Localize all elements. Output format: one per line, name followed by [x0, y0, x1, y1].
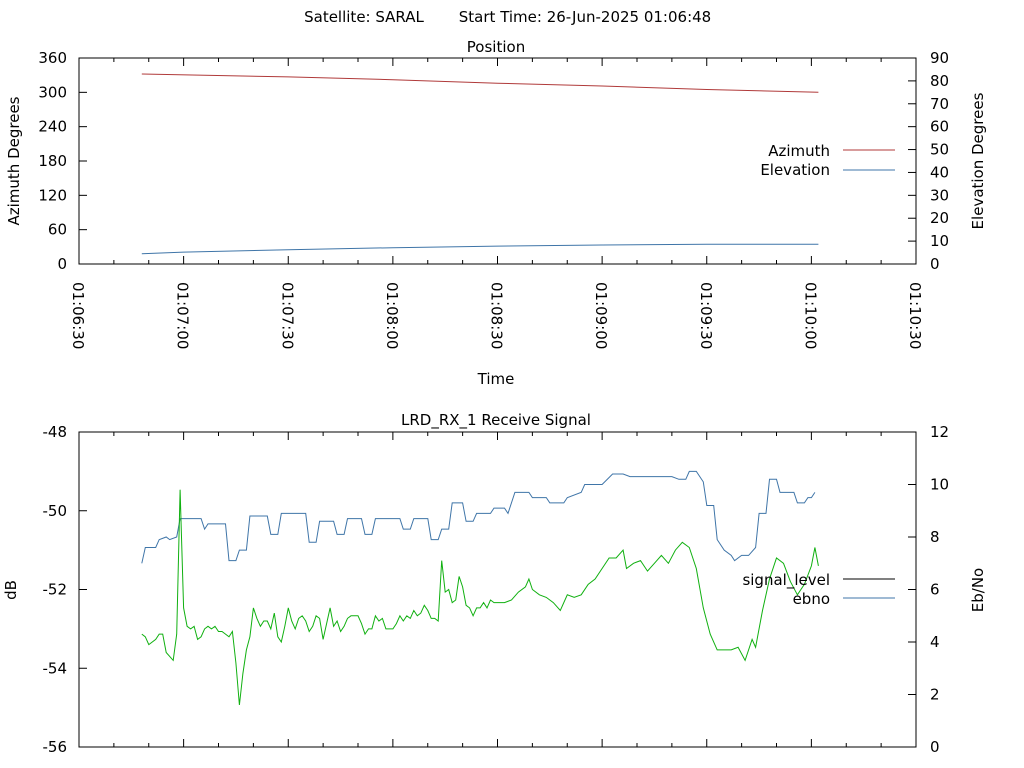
- legend-elevation-label: Elevation: [760, 161, 830, 179]
- x-tick-label: 01:09:30: [697, 282, 715, 349]
- y2-tick-label: 4: [930, 633, 940, 651]
- signal-ylabel: dB: [2, 580, 20, 600]
- y2-tick-label: 20: [930, 209, 949, 227]
- x-tick-label: 01:06:30: [69, 282, 87, 349]
- position-chart: Position 0 60 120 180 240 300 360 0 10 20 30 40 50 60…: [5, 38, 987, 388]
- y2-tick-label: 8: [930, 528, 940, 546]
- y2-tick-label: 40: [930, 163, 949, 181]
- signal-title: LRD_RX_1 Receive Signal: [401, 411, 591, 430]
- y-tick-label: -50: [43, 502, 68, 520]
- satellite-label: Satellite: SARAL: [304, 8, 424, 26]
- y-tick-label: 60: [48, 221, 67, 239]
- y2-tick-label: 2: [930, 686, 940, 704]
- y2-tick-label: 30: [930, 186, 949, 204]
- series-Azimuth-line: [141, 73, 819, 93]
- y-tick-label: -54: [43, 659, 68, 677]
- y2-tick-label: 90: [930, 49, 949, 67]
- x-tick-label: 01:08:30: [488, 282, 506, 349]
- series-ebno-line: [141, 470, 816, 564]
- signal-legend: signal_level ebno: [742, 571, 895, 608]
- x-tick-label: 01:10:30: [906, 282, 924, 349]
- y2-tick-label: 12: [930, 423, 949, 441]
- y2-tick-label: 80: [930, 72, 949, 90]
- y2-tick-label: 60: [930, 118, 949, 136]
- series-Elevation-line: [141, 243, 819, 255]
- y-tick-label: -48: [43, 423, 68, 441]
- y2-tick-label: 6: [930, 581, 940, 599]
- x-tick-label: 01:07:30: [278, 282, 296, 349]
- x-tick-label: 01:08:00: [383, 282, 401, 349]
- signal-plot-frame: [78, 431, 917, 748]
- y-tick-label: 0: [57, 255, 67, 273]
- y2-tick-label: 0: [930, 255, 940, 273]
- position-legend: Azimuth Elevation: [760, 142, 895, 179]
- y-tick-label: -52: [43, 581, 68, 599]
- x-tick-label: 01:10:00: [801, 282, 819, 349]
- start-time-label: Start Time: 26-Jun-2025 01:06:48: [459, 8, 711, 26]
- signal-ticks: -56 -54 -52 -50 -48 0 2 4 6 8 10 12: [43, 423, 950, 756]
- y2-tick-label: 10: [930, 476, 949, 494]
- y2-tick-label: 70: [930, 95, 949, 113]
- y-tick-label: 300: [38, 83, 67, 101]
- position-title: Position: [467, 38, 525, 56]
- legend-ebno-label: ebno: [793, 590, 830, 608]
- y2-tick-label: 50: [930, 141, 949, 159]
- y2-tick-label: 0: [930, 738, 940, 756]
- x-tick-label: 01:07:00: [174, 282, 192, 349]
- position-ylabel: Azimuth Degrees: [5, 96, 23, 225]
- y2-tick-label: 10: [930, 232, 949, 250]
- signal-chart: LRD_RX_1 Receive Signal -56 -54 -52 -50 -48 0…: [2, 411, 987, 756]
- y-tick-label: 240: [38, 118, 67, 136]
- signal-y2label: Eb/No: [969, 568, 987, 612]
- y-tick-label: -56: [43, 738, 68, 756]
- position-y2label: Elevation Degrees: [969, 92, 987, 229]
- x-tick-label: 01:09:00: [592, 282, 610, 349]
- series-unlabeled-line: [141, 489, 819, 706]
- y-tick-label: 120: [38, 186, 67, 204]
- legend-azimuth-label: Azimuth: [768, 142, 830, 160]
- position-xlabel: Time: [477, 370, 515, 388]
- y-tick-label: 180: [38, 152, 67, 170]
- position-ticks: 0 60 120 180 240 300 360 0 10 20 30 40 50 60 70 80 90 01:…: [38, 49, 949, 349]
- position-series: [141, 73, 819, 255]
- signal-series: [141, 470, 819, 706]
- legend-signal-level-label: signal_level: [742, 571, 830, 590]
- y-tick-label: 360: [38, 49, 67, 67]
